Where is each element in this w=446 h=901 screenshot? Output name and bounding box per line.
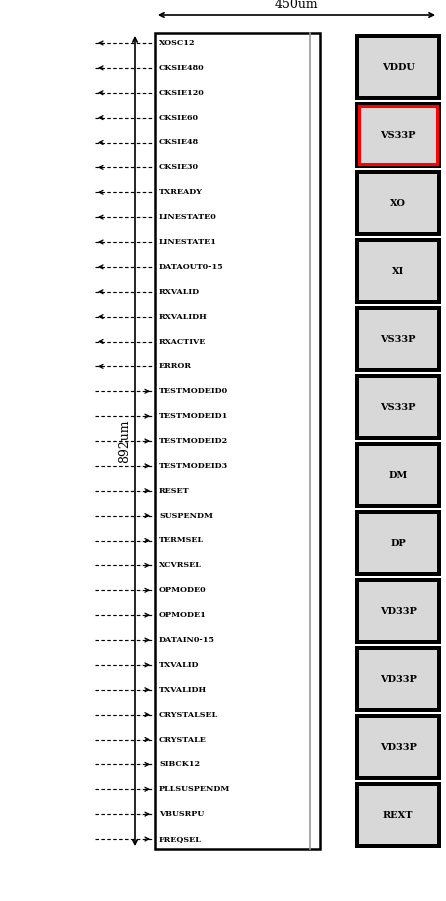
Text: CRYSTALSEL: CRYSTALSEL: [159, 711, 218, 719]
Bar: [359, 310, 437, 368]
Text: VBUSRPU: VBUSRPU: [159, 810, 204, 818]
Bar: [359, 786, 437, 844]
Text: VS33P: VS33P: [380, 334, 416, 343]
Text: TESTMODEID3: TESTMODEID3: [159, 462, 228, 470]
Bar: [155, 33, 320, 849]
Text: 892um: 892um: [118, 419, 131, 463]
Bar: [355, 714, 441, 780]
Bar: [355, 374, 441, 440]
Bar: [359, 446, 437, 504]
Text: TXVALID: TXVALID: [159, 660, 199, 669]
Text: SUSPENDM: SUSPENDM: [159, 512, 213, 520]
Text: VD33P: VD33P: [380, 606, 417, 615]
Text: CKSIE480: CKSIE480: [159, 64, 205, 72]
Text: XOSC12: XOSC12: [159, 39, 195, 47]
Text: XO: XO: [390, 198, 406, 207]
Text: DM: DM: [388, 470, 408, 479]
Text: TESTMODEID2: TESTMODEID2: [159, 437, 228, 445]
Bar: [355, 238, 441, 304]
Text: XI: XI: [392, 267, 404, 276]
Text: RXVALID: RXVALID: [159, 287, 200, 296]
Bar: [359, 718, 437, 776]
Text: LINESTATE1: LINESTATE1: [159, 238, 217, 246]
Text: PLLSUSPENDM: PLLSUSPENDM: [159, 786, 230, 793]
Text: REXT: REXT: [383, 811, 413, 820]
Text: XCVRSEL: XCVRSEL: [159, 561, 202, 569]
Text: DATAOUT0-15: DATAOUT0-15: [159, 263, 224, 271]
Text: OPMODE1: OPMODE1: [159, 611, 207, 619]
Text: CRYSTALE: CRYSTALE: [159, 735, 207, 743]
Text: SIBCK12: SIBCK12: [159, 760, 200, 769]
Bar: [359, 242, 437, 300]
Bar: [359, 582, 437, 640]
Text: VD33P: VD33P: [380, 742, 417, 751]
Text: TERMSEL: TERMSEL: [159, 536, 204, 544]
Bar: [355, 510, 441, 576]
Text: FREQSEL: FREQSEL: [159, 835, 202, 843]
Text: TXREADY: TXREADY: [159, 188, 203, 196]
Text: CKSIE30: CKSIE30: [159, 163, 199, 171]
Bar: [359, 38, 437, 96]
Bar: [359, 106, 437, 164]
Text: CKSIE48: CKSIE48: [159, 139, 199, 147]
Text: RXVALIDH: RXVALIDH: [159, 313, 208, 321]
Text: DATAIN0-15: DATAIN0-15: [159, 636, 215, 644]
Text: 450um: 450um: [275, 0, 318, 11]
Text: TXVALIDH: TXVALIDH: [159, 686, 207, 694]
Text: DP: DP: [390, 539, 406, 548]
Text: VS33P: VS33P: [380, 131, 416, 140]
Text: CKSIE120: CKSIE120: [159, 89, 205, 96]
Text: TESTMODEID1: TESTMODEID1: [159, 412, 228, 420]
Bar: [355, 646, 441, 712]
Bar: [359, 514, 437, 572]
Bar: [359, 174, 437, 232]
Bar: [355, 102, 441, 168]
Bar: [355, 170, 441, 236]
Bar: [355, 578, 441, 644]
Text: LINESTATE0: LINESTATE0: [159, 214, 217, 221]
Bar: [355, 782, 441, 848]
Text: ERROR: ERROR: [159, 362, 192, 370]
Text: RESET: RESET: [159, 487, 190, 495]
Text: RXACTIVE: RXACTIVE: [159, 338, 206, 345]
Text: OPMODE0: OPMODE0: [159, 587, 206, 595]
Bar: [359, 650, 437, 708]
Bar: [355, 34, 441, 100]
Text: VS33P: VS33P: [380, 403, 416, 412]
Text: VDDU: VDDU: [382, 62, 414, 71]
Bar: [355, 306, 441, 372]
Text: CKSIE60: CKSIE60: [159, 114, 199, 122]
Bar: [359, 378, 437, 436]
Bar: [355, 442, 441, 508]
Text: VD33P: VD33P: [380, 675, 417, 684]
Text: TESTMODEID0: TESTMODEID0: [159, 387, 228, 396]
